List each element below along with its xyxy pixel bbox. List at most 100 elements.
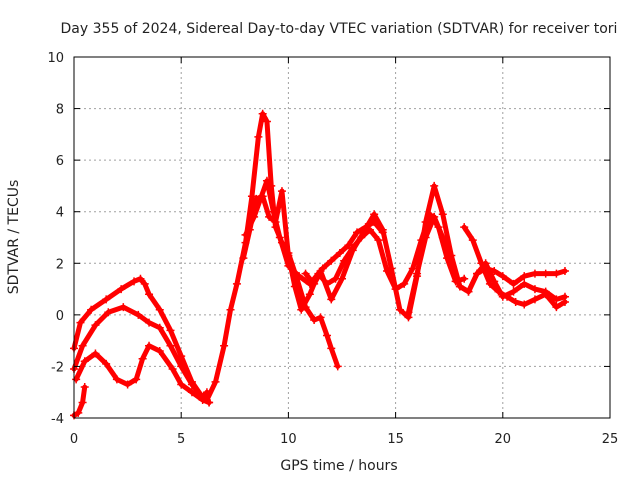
y-tick-label: -2 bbox=[51, 360, 64, 375]
axis-ticks: 0 5 10 15 20 25 -4 -2 0 2 4 6 8 10 bbox=[47, 51, 618, 447]
data-point-marker bbox=[258, 109, 267, 118]
data-point-marker bbox=[348, 246, 357, 255]
x-tick-label: 0 bbox=[70, 432, 78, 447]
x-tick-label: 20 bbox=[495, 432, 512, 447]
data-point-marker bbox=[275, 233, 284, 242]
data-point-marker bbox=[138, 354, 147, 363]
data-point-marker bbox=[104, 308, 113, 317]
y-tick-label: 10 bbox=[47, 51, 64, 66]
y-tick-label: -4 bbox=[51, 412, 64, 427]
data-point-marker bbox=[155, 346, 164, 355]
data-point-marker bbox=[327, 344, 336, 353]
data-point-marker bbox=[473, 269, 482, 278]
data-point-marker bbox=[520, 272, 529, 281]
data-point-marker bbox=[177, 380, 186, 389]
data-point-marker bbox=[187, 380, 196, 389]
data-point-marker bbox=[468, 236, 477, 245]
data-point-marker bbox=[404, 308, 413, 317]
data-point-marker bbox=[187, 388, 196, 397]
data-point-marker bbox=[490, 267, 499, 276]
data-point-marker bbox=[530, 269, 539, 278]
data-point-marker bbox=[333, 362, 342, 371]
data-point-marker bbox=[145, 341, 154, 350]
data-point-marker bbox=[421, 218, 430, 227]
data-point-marker bbox=[353, 228, 362, 237]
grid-lines bbox=[74, 57, 610, 418]
data-point-marker bbox=[119, 303, 128, 312]
data-point-marker bbox=[438, 233, 447, 242]
data-point-marker bbox=[117, 285, 126, 294]
x-tick-label: 5 bbox=[177, 432, 185, 447]
data-series bbox=[70, 109, 569, 420]
data-point-marker bbox=[460, 274, 469, 283]
data-point-marker bbox=[395, 305, 404, 314]
data-point-marker bbox=[530, 285, 539, 294]
data-point-marker bbox=[305, 290, 314, 299]
data-point-marker bbox=[134, 310, 143, 319]
data-point-marker bbox=[316, 313, 325, 322]
x-tick-label: 15 bbox=[387, 432, 404, 447]
data-point-marker bbox=[269, 207, 278, 216]
data-point-marker bbox=[455, 282, 464, 291]
data-point-marker bbox=[284, 261, 293, 270]
data-point-marker bbox=[262, 117, 271, 126]
data-point-marker bbox=[310, 316, 319, 325]
data-point-marker bbox=[327, 256, 336, 265]
data-point-marker bbox=[102, 359, 111, 368]
data-point-marker bbox=[400, 279, 409, 288]
data-point-marker bbox=[310, 279, 319, 288]
chart-title: Day 355 of 2024, Sidereal Day-to-day VTE… bbox=[61, 21, 618, 37]
series-line bbox=[71, 384, 88, 418]
data-point-marker bbox=[132, 375, 141, 384]
data-point-marker bbox=[72, 375, 81, 384]
x-tick-label: 10 bbox=[280, 432, 297, 447]
data-point-marker bbox=[477, 259, 486, 268]
data-point-marker bbox=[241, 230, 250, 239]
data-point-marker bbox=[335, 248, 344, 257]
data-point-marker bbox=[87, 305, 96, 314]
data-point-marker bbox=[338, 274, 346, 283]
data-point-marker bbox=[530, 295, 539, 304]
data-point-marker bbox=[378, 228, 387, 237]
series-line bbox=[204, 111, 341, 403]
data-point-marker bbox=[430, 212, 439, 221]
data-point-marker bbox=[226, 305, 235, 314]
data-point-marker bbox=[322, 331, 331, 340]
data-point-marker bbox=[464, 287, 473, 296]
data-point-marker bbox=[498, 272, 507, 281]
y-tick-label: 0 bbox=[56, 309, 64, 324]
data-point-marker bbox=[250, 212, 259, 221]
data-point-marker bbox=[290, 282, 299, 291]
series-line bbox=[461, 224, 568, 310]
x-tick-label: 25 bbox=[602, 432, 619, 447]
data-point-marker bbox=[202, 395, 211, 404]
data-point-marker bbox=[166, 341, 175, 350]
data-point-marker bbox=[301, 269, 310, 278]
data-point-marker bbox=[145, 318, 154, 327]
data-point-marker bbox=[80, 357, 89, 366]
data-point-marker bbox=[123, 380, 132, 389]
data-point-marker bbox=[421, 233, 430, 242]
data-point-marker bbox=[91, 321, 100, 330]
data-point-marker bbox=[413, 269, 422, 278]
data-point-marker bbox=[239, 254, 248, 263]
data-point-marker bbox=[560, 267, 569, 276]
data-point-marker bbox=[387, 264, 396, 273]
data-point-marker bbox=[130, 277, 139, 286]
y-tick-label: 6 bbox=[56, 154, 64, 169]
data-point-marker bbox=[140, 279, 149, 288]
data-point-marker bbox=[254, 132, 263, 141]
data-point-marker bbox=[552, 303, 561, 312]
data-point-marker bbox=[168, 365, 177, 374]
data-point-marker bbox=[430, 181, 439, 190]
data-point-marker bbox=[370, 210, 379, 219]
data-point-marker bbox=[232, 279, 241, 288]
data-point-marker bbox=[247, 192, 256, 201]
data-point-marker bbox=[91, 349, 100, 358]
data-point-marker bbox=[438, 210, 447, 219]
data-point-marker bbox=[509, 279, 518, 288]
data-point-marker bbox=[76, 318, 85, 327]
data-point-marker bbox=[262, 176, 271, 185]
data-point-marker bbox=[277, 187, 286, 196]
